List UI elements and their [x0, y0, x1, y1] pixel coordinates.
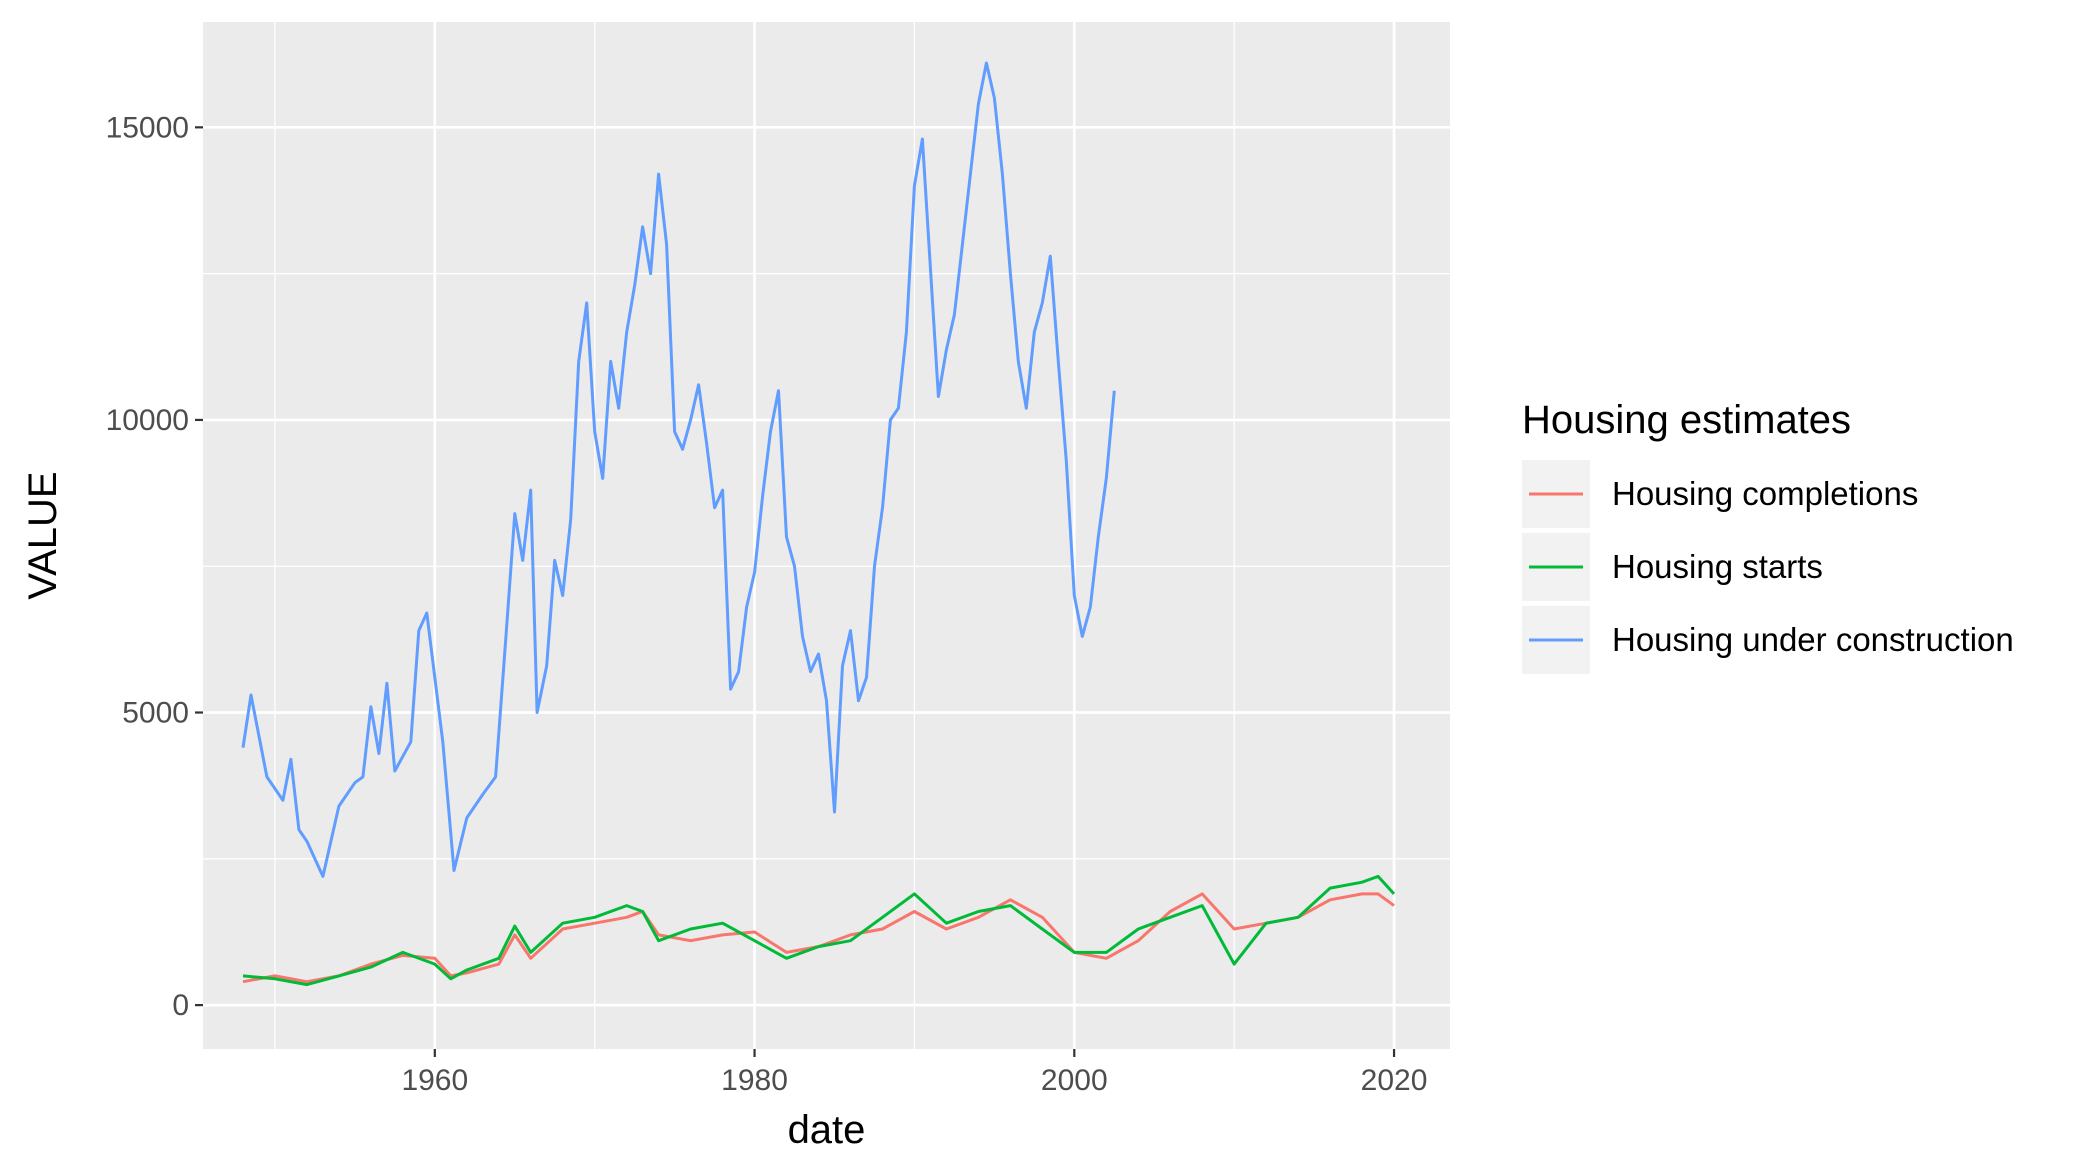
legend-label: Housing under construction — [1612, 621, 2014, 658]
y-axis: 0 5000 10000 15000 — [106, 111, 203, 1022]
x-axis: 1960 1980 2000 2020 — [401, 1049, 1427, 1097]
y-tick-label: 0 — [172, 989, 189, 1022]
y-tick-label: 15000 — [106, 111, 189, 144]
plot-panel — [203, 22, 1450, 1049]
legend-label: Housing completions — [1612, 475, 1918, 512]
x-tick-label: 1960 — [401, 1064, 468, 1097]
x-tick-label: 2020 — [1361, 1064, 1428, 1097]
legend: Housing estimates Housing completionsHou… — [1522, 398, 2014, 674]
series-line-1 — [242, 874, 1396, 987]
legend-label: Housing starts — [1612, 548, 1823, 585]
y-tick-label: 10000 — [106, 404, 189, 437]
x-tick-label: 1980 — [721, 1064, 788, 1097]
series-line-2 — [241, 61, 1116, 878]
x-tick-label: 2000 — [1041, 1064, 1108, 1097]
legend-title: Housing estimates — [1522, 398, 1851, 442]
legend-items: Housing completions Housing starts Housing… — [1522, 460, 2014, 674]
y-tick-label: 5000 — [122, 697, 189, 730]
series-line-0 — [242, 892, 1395, 984]
x-axis-title: date — [788, 1108, 866, 1152]
major-gridlines — [203, 22, 1450, 1049]
y-axis-title: VALUE — [21, 471, 65, 599]
series-layer — [241, 61, 1396, 987]
